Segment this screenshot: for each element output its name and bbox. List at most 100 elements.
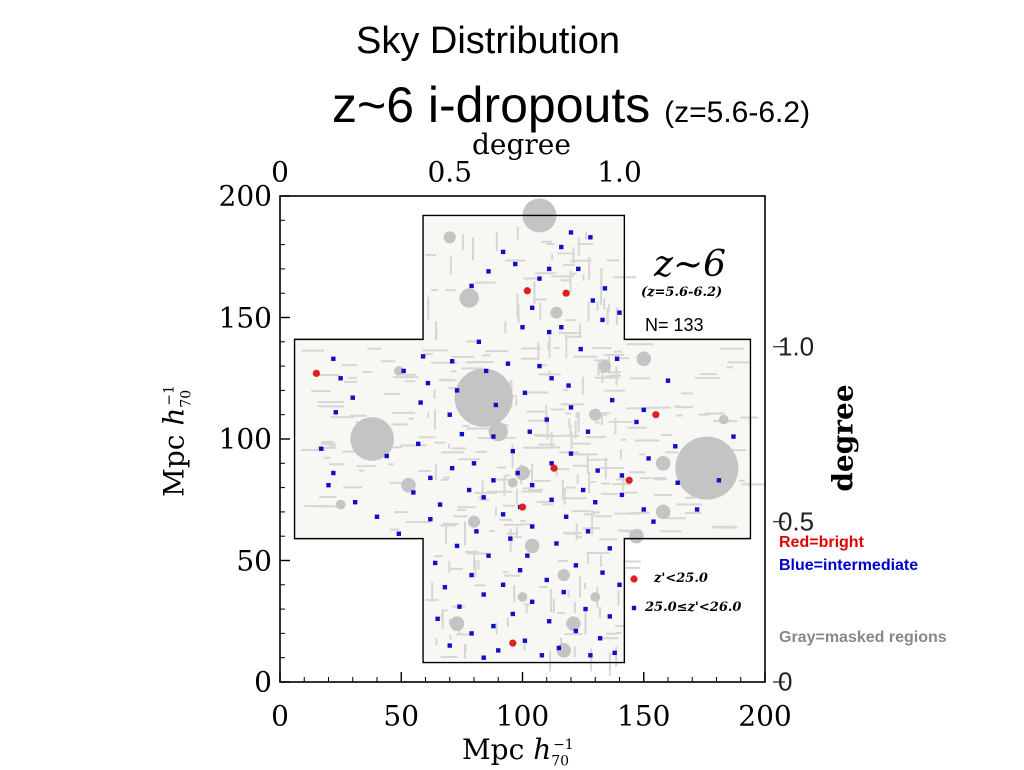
annotation-main: z~6 [654, 244, 727, 285]
intermediate-point [326, 482, 331, 488]
masked-region [557, 569, 570, 582]
top-axis-label: degree [472, 128, 571, 161]
intermediate-point [590, 298, 596, 303]
intermediate-point [500, 582, 506, 587]
intermediate-point [549, 497, 554, 502]
intermediate-point [457, 604, 462, 609]
intermediate-point [384, 453, 389, 459]
masked-region [393, 366, 404, 376]
note-blue-intermediate: Blue=intermediate [779, 557, 919, 574]
intermediate-point [539, 653, 545, 658]
masked-region [566, 616, 581, 631]
intermediate-point [433, 560, 438, 566]
intermediate-point [716, 478, 722, 483]
intermediate-point [588, 235, 593, 240]
intermediate-point [428, 516, 433, 522]
legend-bright-label: z'<25.0 [654, 571, 708, 586]
x-tick-label: 100 [495, 699, 550, 733]
masked-region [718, 414, 729, 425]
masked-region [598, 360, 612, 373]
masked-region [454, 368, 513, 427]
intermediate-point [333, 410, 338, 415]
intermediate-point [675, 480, 680, 485]
note-gray-masked: Gray=masked regions [779, 629, 947, 646]
bright-point [312, 369, 320, 377]
intermediate-point [374, 514, 380, 519]
intermediate-point [554, 541, 559, 546]
intermediate-point [585, 529, 591, 534]
masked-region [655, 456, 671, 471]
intermediate-point [449, 465, 455, 471]
intermediate-point [578, 346, 583, 352]
masked-region [401, 477, 416, 493]
x-tick-label: 50 [383, 699, 420, 733]
intermediate-point [491, 434, 496, 439]
masked-region [517, 592, 528, 602]
intermediate-point [583, 606, 588, 612]
intermediate-point [352, 499, 358, 505]
intermediate-point [513, 261, 518, 267]
intermediate-point [600, 570, 605, 575]
intermediate-point [510, 448, 515, 454]
intermediate-point [588, 653, 593, 658]
intermediate-point [617, 582, 622, 587]
right-tick-label: 0.5 [778, 506, 815, 537]
masked-region [350, 417, 394, 461]
masked-region [459, 288, 479, 308]
masked-region [655, 504, 671, 520]
top-tick-label: 0 [271, 155, 289, 189]
intermediate-point [437, 502, 443, 507]
intermediate-point [466, 487, 472, 493]
masked-region [590, 592, 601, 602]
intermediate-point [610, 397, 615, 403]
intermediate-point [665, 378, 671, 383]
y-tick-label: 100 [218, 422, 272, 456]
intermediate-point [556, 645, 562, 651]
masked-region [524, 538, 540, 554]
intermediate-point [481, 592, 486, 597]
intermediate-point [338, 376, 343, 381]
intermediate-point [576, 266, 581, 272]
intermediate-point [350, 395, 355, 400]
legend-intermediate-label: 25.0≤z'<26.0 [645, 600, 742, 615]
intermediate-point [508, 536, 513, 541]
top-tick-label: 1.0 [597, 155, 642, 189]
intermediate-point [493, 402, 499, 408]
intermediate-point [634, 419, 639, 425]
intermediate-point [566, 383, 571, 388]
intermediate-point [546, 266, 552, 272]
intermediate-point [520, 325, 525, 330]
masked-region [443, 231, 456, 244]
intermediate-point [491, 478, 496, 483]
intermediate-point [454, 388, 460, 393]
intermediate-point [469, 283, 474, 289]
intermediate-point [435, 616, 440, 622]
intermediate-point [530, 482, 535, 488]
intermediate-point [593, 499, 598, 505]
intermediate-point [585, 429, 591, 434]
field-outline [293, 214, 752, 664]
intermediate-point [525, 553, 530, 558]
bright-point [509, 639, 517, 647]
intermediate-point [416, 441, 421, 447]
intermediate-point [420, 354, 426, 359]
intermediate-point [549, 461, 554, 466]
masked-region [636, 351, 652, 367]
intermediate-point [559, 325, 564, 330]
intermediate-point [549, 376, 554, 381]
intermediate-point [411, 490, 416, 495]
masked-region [335, 499, 346, 510]
intermediate-point [447, 412, 452, 417]
y-tick-label: 0 [254, 665, 272, 699]
intermediate-point [459, 431, 465, 437]
intermediate-point [544, 417, 549, 422]
bright-point [562, 289, 570, 297]
subtitle-main: z~6 i-dropouts [332, 77, 651, 133]
intermediate-point [331, 356, 336, 362]
intermediate-point [530, 599, 535, 605]
intermediate-point [646, 456, 651, 461]
intermediate-point [425, 380, 431, 386]
intermediate-point [530, 305, 535, 310]
intermediate-point [617, 310, 622, 315]
